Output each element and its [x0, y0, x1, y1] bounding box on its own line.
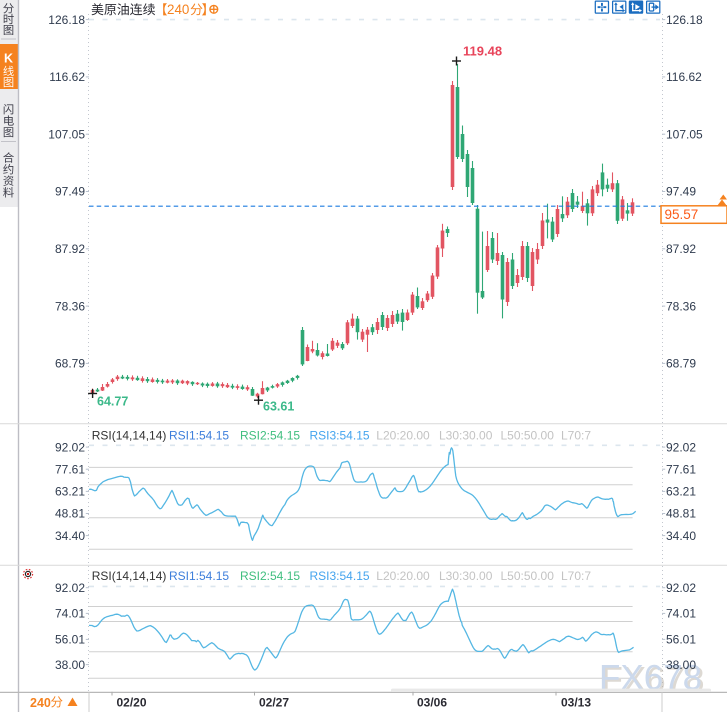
svg-text:03/13: 03/13	[561, 696, 591, 710]
svg-text:34.40: 34.40	[55, 529, 85, 543]
svg-text:78.36: 78.36	[55, 299, 85, 313]
svg-text:02/20: 02/20	[116, 696, 146, 710]
svg-text:92.02: 92.02	[666, 440, 696, 454]
svg-text:74.01: 74.01	[666, 607, 696, 621]
svg-text:03/06: 03/06	[417, 696, 447, 710]
svg-text:RSI1:54.15: RSI1:54.15	[169, 569, 229, 583]
svg-text:77.61: 77.61	[55, 462, 85, 476]
svg-text:92.02: 92.02	[666, 581, 696, 595]
svg-text:RSI3:54.15: RSI3:54.15	[310, 429, 370, 443]
svg-text:02/27: 02/27	[259, 696, 289, 710]
svg-text:77.61: 77.61	[666, 462, 696, 476]
svg-text:34.40: 34.40	[666, 529, 696, 543]
svg-text:126.18: 126.18	[48, 13, 85, 27]
svg-text:116.62: 116.62	[666, 70, 702, 84]
svg-text:56.01: 56.01	[55, 633, 85, 647]
svg-text:92.02: 92.02	[55, 440, 85, 454]
svg-text:RSI(14,14,14): RSI(14,14,14)	[92, 569, 167, 583]
svg-text:56.01: 56.01	[666, 633, 696, 647]
svg-text:116.62: 116.62	[49, 70, 85, 84]
svg-text:78.36: 78.36	[666, 299, 696, 313]
svg-text:L50:50.00: L50:50.00	[501, 429, 555, 443]
svg-text:63.21: 63.21	[55, 485, 85, 499]
svg-text:63.21: 63.21	[666, 485, 696, 499]
svg-text:RSI3:54.15: RSI3:54.15	[310, 569, 370, 583]
svg-text:107.05: 107.05	[48, 127, 85, 141]
svg-text:L50:50.00: L50:50.00	[501, 569, 555, 583]
svg-text:68.79: 68.79	[55, 357, 85, 371]
svg-text:L30:30.00: L30:30.00	[439, 569, 493, 583]
svg-text:L70:7: L70:7	[561, 429, 591, 443]
svg-text:L20:20.00: L20:20.00	[376, 429, 430, 443]
svg-text:240: 240	[30, 696, 51, 710]
svg-text:RSI2:54.15: RSI2:54.15	[240, 429, 300, 443]
svg-text:97.49: 97.49	[55, 185, 85, 199]
svg-text:38.00: 38.00	[666, 658, 696, 672]
svg-text:L20:20.00: L20:20.00	[376, 569, 430, 583]
svg-text:87.92: 87.92	[55, 242, 85, 256]
svg-text:K: K	[4, 52, 13, 66]
svg-text:240: 240	[167, 2, 189, 17]
svg-text:87.92: 87.92	[666, 242, 696, 256]
svg-text:48.81: 48.81	[666, 507, 696, 521]
svg-text:92.02: 92.02	[55, 581, 85, 595]
svg-text:97.49: 97.49	[666, 185, 696, 199]
svg-text:38.00: 38.00	[55, 658, 85, 672]
svg-text:119.48: 119.48	[463, 44, 502, 59]
svg-text:RSI1:54.15: RSI1:54.15	[169, 429, 229, 443]
svg-text:64.77: 64.77	[97, 395, 128, 409]
svg-text:68.79: 68.79	[666, 357, 696, 371]
svg-text:RSI2:54.15: RSI2:54.15	[240, 569, 300, 583]
svg-text:95.57: 95.57	[665, 207, 699, 222]
svg-text:L30:30.00: L30:30.00	[439, 429, 493, 443]
svg-text:48.81: 48.81	[55, 507, 85, 521]
svg-text:126.18: 126.18	[666, 13, 703, 27]
svg-text:L70:7: L70:7	[561, 569, 591, 583]
svg-text:107.05: 107.05	[666, 127, 703, 141]
svg-text:RSI(14,14,14): RSI(14,14,14)	[92, 429, 167, 443]
svg-text:74.01: 74.01	[55, 607, 85, 621]
svg-text:FX678: FX678	[602, 661, 705, 700]
svg-text:63.61: 63.61	[263, 400, 294, 414]
